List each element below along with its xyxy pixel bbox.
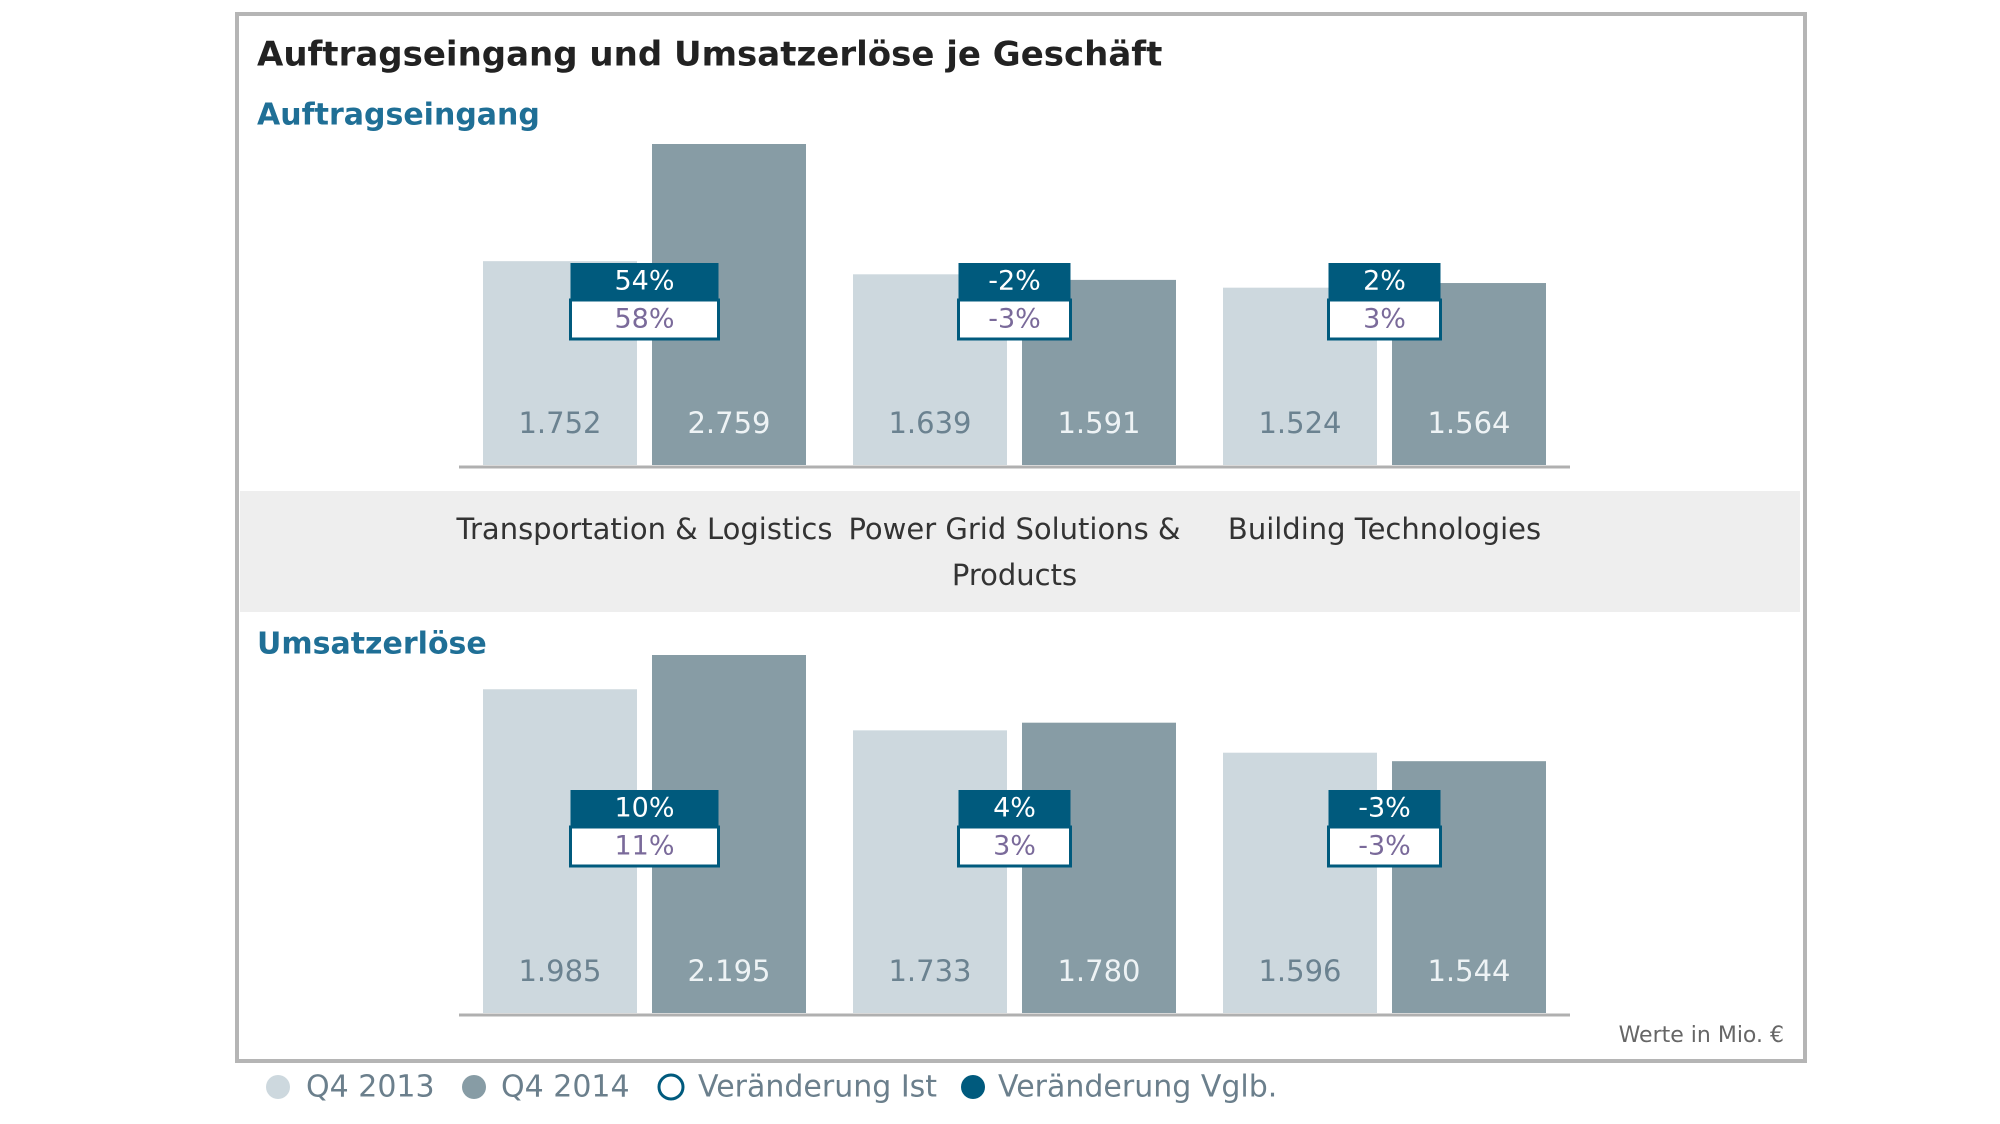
change-box-vglb — [570, 790, 719, 827]
value-label: 1.733 — [888, 954, 971, 988]
change-label-vglb: 2% — [1363, 266, 1406, 297]
change-box-vglb — [1328, 263, 1441, 300]
value-label: 1.544 — [1427, 954, 1510, 988]
category-label: Building Technologies — [1227, 512, 1542, 546]
change-box-vglb — [958, 263, 1071, 300]
bar — [1022, 722, 1176, 1013]
unit-note: Werte in Mio. € — [1619, 1023, 1784, 1048]
change-label-vglb: 54% — [614, 266, 674, 297]
value-label: 1.596 — [1258, 954, 1341, 988]
change-box-ist — [957, 298, 1072, 341]
change-box-ist — [1327, 825, 1442, 868]
category-label: Power Grid Solutions & Products — [848, 512, 1181, 592]
legend-label: Q4 2013 — [306, 1070, 435, 1105]
change-box-vglb — [958, 790, 1071, 827]
legend-label: Q4 2014 — [501, 1070, 630, 1105]
change-label-vglb: 4% — [993, 793, 1036, 824]
legend-marker — [657, 1073, 685, 1101]
panel-title: Auftragseingang — [257, 98, 540, 133]
change-box-ist — [569, 825, 720, 868]
value-label: 2.195 — [687, 954, 770, 988]
change-label-vglb: 10% — [614, 793, 674, 824]
value-label: 2.759 — [687, 406, 770, 440]
change-label-vglb: -3% — [1358, 793, 1411, 824]
chart-title: Auftragseingang und Umsatzerlöse je Gesc… — [257, 35, 1162, 75]
change-box-vglb — [570, 263, 719, 300]
legend-marker — [266, 1075, 290, 1099]
legend-label: Veränderung Vglb. — [998, 1070, 1277, 1105]
value-label: 1.752 — [518, 406, 601, 440]
category-band — [240, 491, 1800, 612]
legend-label: Veränderung Ist — [698, 1070, 937, 1105]
bar — [853, 730, 1007, 1013]
value-label: 1.985 — [518, 954, 601, 988]
category-label: Transportation & Logistics — [456, 512, 833, 546]
legend-marker — [961, 1075, 985, 1099]
change-label-ist: 11% — [614, 831, 674, 862]
change-label-ist: -3% — [1358, 831, 1411, 862]
change-box-ist — [957, 825, 1072, 868]
value-label: 1.780 — [1057, 954, 1140, 988]
value-label: 1.639 — [888, 406, 971, 440]
change-box-ist — [1327, 298, 1442, 341]
value-label: 1.564 — [1427, 406, 1510, 440]
change-label-ist: 3% — [1363, 304, 1406, 335]
change-label-ist: -3% — [988, 304, 1041, 335]
panel-title: Umsatzerlöse — [257, 627, 487, 662]
value-label: 1.591 — [1057, 406, 1140, 440]
change-label-ist: 3% — [993, 831, 1036, 862]
change-box-vglb — [1328, 790, 1441, 827]
legend-marker — [462, 1075, 486, 1099]
value-label: 1.524 — [1258, 406, 1341, 440]
change-label-vglb: -2% — [988, 266, 1041, 297]
change-box-ist — [569, 298, 720, 341]
change-label-ist: 58% — [614, 304, 674, 335]
